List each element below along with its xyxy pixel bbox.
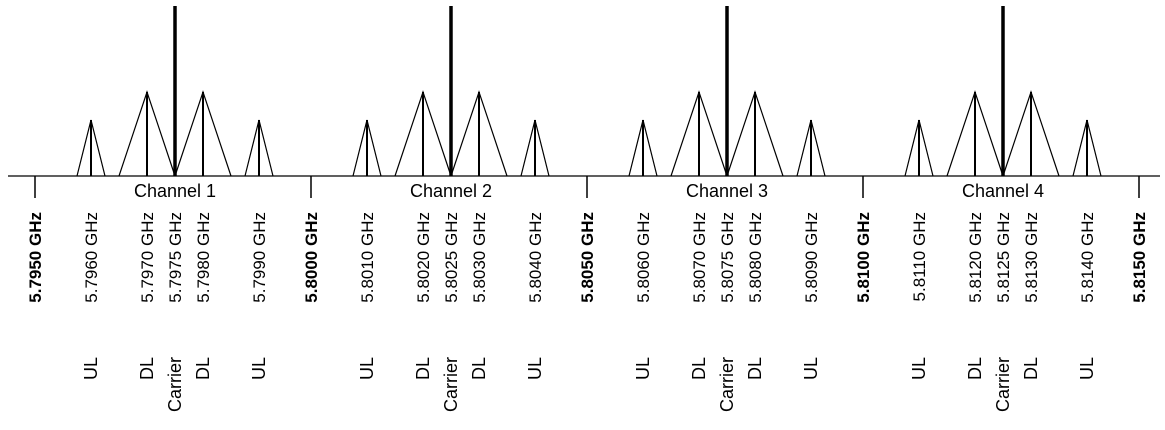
- channel-label: Channel 3: [686, 181, 768, 201]
- subcarrier-role-label: DL: [965, 357, 985, 380]
- channel-label: Channel 4: [962, 181, 1044, 201]
- channel-label: Channel 2: [410, 181, 492, 201]
- subcarrier-frequency-label: 5.8130 GHz: [1022, 212, 1041, 303]
- boundary-frequency-label: 5.7950 GHz: [26, 212, 45, 303]
- subcarrier-role-label: UL: [525, 357, 545, 380]
- subcarrier-frequency-label: 5.8120 GHz: [966, 212, 985, 303]
- subcarrier-frequency-label: 5.8070 GHz: [690, 212, 709, 303]
- subcarrier-role-label: UL: [633, 357, 653, 380]
- subcarrier-frequency-label: 5.7970 GHz: [138, 212, 157, 303]
- subcarrier-frequency-label: 5.7980 GHz: [194, 212, 213, 303]
- subcarrier-role-label: DL: [469, 357, 489, 380]
- subcarrier-role-label: UL: [249, 357, 269, 380]
- subcarrier-frequency-label: 5.8030 GHz: [470, 212, 489, 303]
- subcarrier-role-label: Carrier: [165, 357, 185, 412]
- subcarrier-role-label: UL: [801, 357, 821, 380]
- subcarrier-role-label: Carrier: [993, 357, 1013, 412]
- subcarrier-role-label: DL: [413, 357, 433, 380]
- subcarrier-role-label: DL: [193, 357, 213, 380]
- subcarrier-frequency-label: 5.8060 GHz: [634, 212, 653, 303]
- subcarrier-frequency-label: 5.7960 GHz: [82, 212, 101, 303]
- subcarrier-frequency-label: 5.8080 GHz: [746, 212, 765, 303]
- boundary-frequency-label: 5.8150 GHz: [1130, 212, 1149, 303]
- subcarrier-frequency-label: 5.8090 GHz: [802, 212, 821, 303]
- subcarrier-role-label: DL: [689, 357, 709, 380]
- subcarrier-frequency-label: 5.8020 GHz: [414, 212, 433, 303]
- subcarrier-role-label: UL: [909, 357, 929, 380]
- subcarrier-frequency-label: 5.8025 GHz: [442, 212, 461, 303]
- subcarrier-role-label: Carrier: [441, 357, 461, 412]
- subcarrier-frequency-label: 5.7975 GHz: [166, 212, 185, 303]
- subcarrier-role-label: DL: [745, 357, 765, 380]
- boundary-frequency-label: 5.8000 GHz: [302, 212, 321, 303]
- subcarrier-role-label: UL: [357, 357, 377, 380]
- subcarrier-frequency-label: 5.8125 GHz: [994, 212, 1013, 303]
- subcarrier-role-label: Carrier: [717, 357, 737, 412]
- subcarrier-frequency-label: 5.8140 GHz: [1078, 212, 1097, 303]
- subcarrier-frequency-label: 5.7990 GHz: [250, 212, 269, 303]
- subcarrier-frequency-label: 5.8040 GHz: [526, 212, 545, 303]
- boundary-frequency-label: 5.8100 GHz: [854, 212, 873, 303]
- subcarrier-role-label: DL: [137, 357, 157, 380]
- subcarrier-role-label: DL: [1021, 357, 1041, 380]
- subcarrier-frequency-label: 5.8010 GHz: [358, 212, 377, 303]
- channel-label: Channel 1: [134, 181, 216, 201]
- subcarrier-frequency-label: 5.8075 GHz: [718, 212, 737, 303]
- subcarrier-role-label: UL: [81, 357, 101, 380]
- subcarrier-frequency-label: 5.8110 GHz: [910, 212, 929, 301]
- boundary-frequency-label: 5.8050 GHz: [578, 212, 597, 303]
- subcarrier-role-label: UL: [1077, 357, 1097, 380]
